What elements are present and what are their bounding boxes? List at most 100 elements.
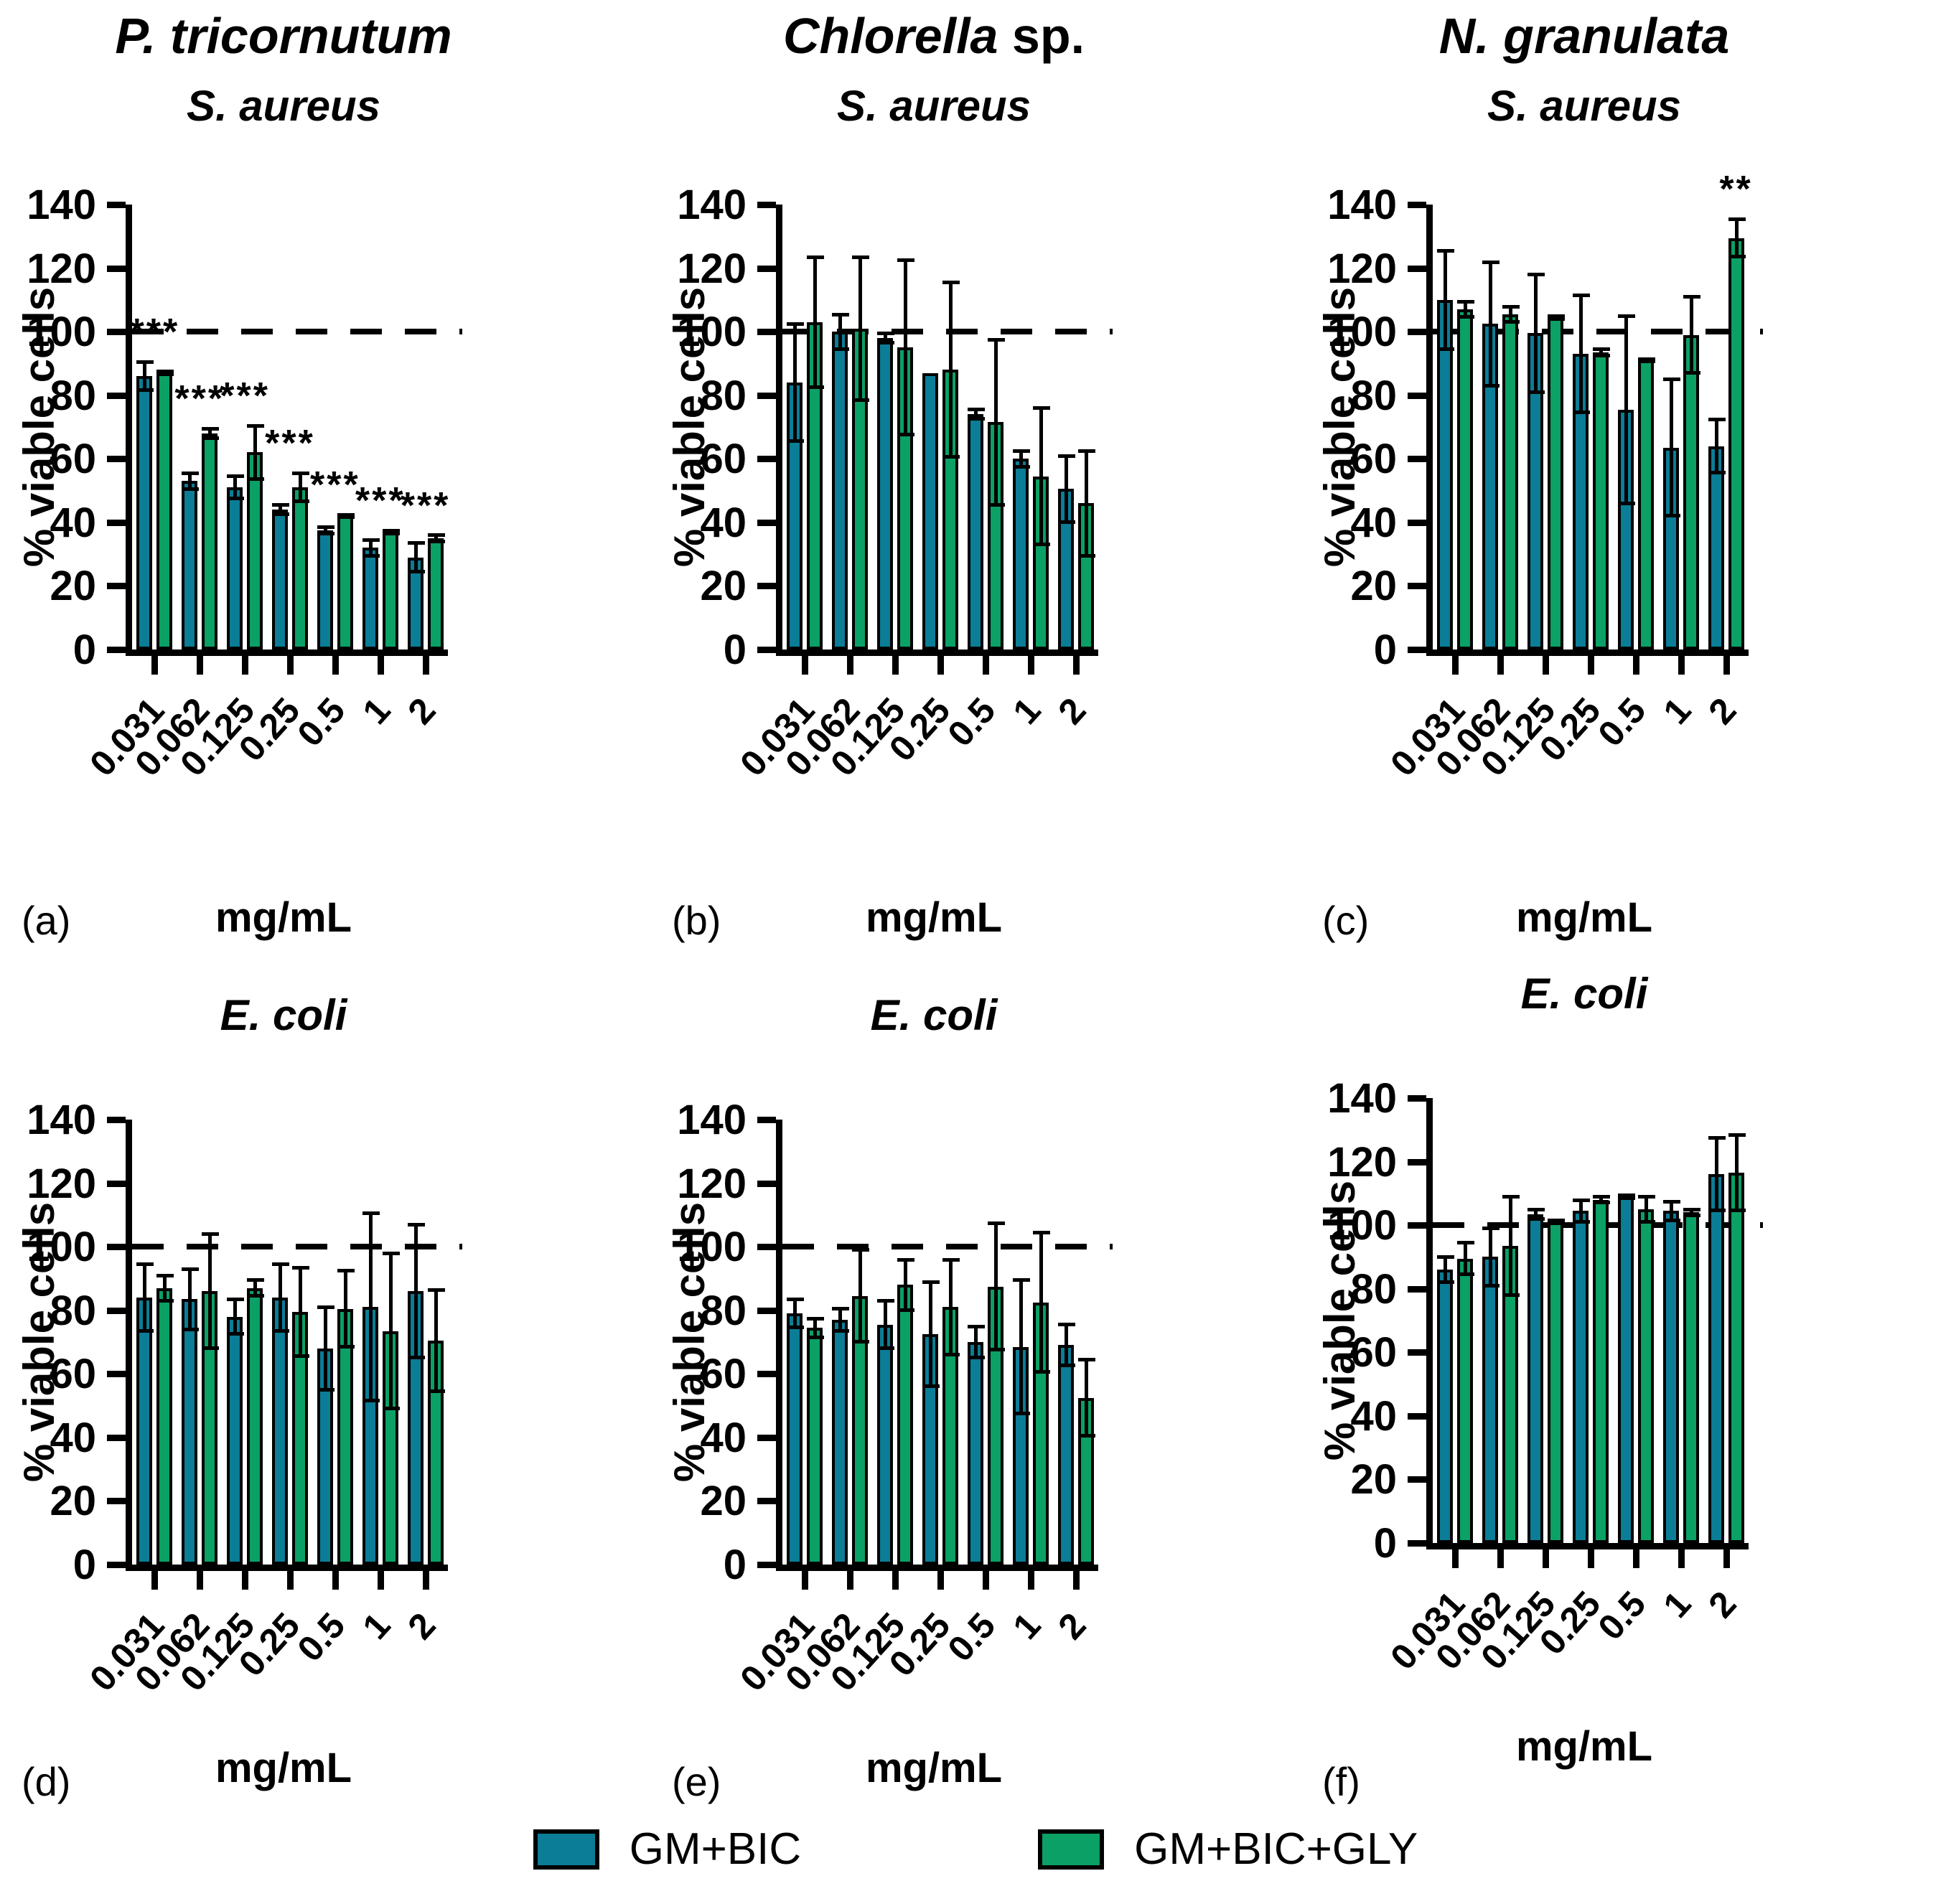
error-bar-cap-bottom [1057,520,1075,525]
panel-f: E. coli 0 20 40 60 80 100 120 140 0.031 0.062 0.125… [1301,955,1951,1802]
legend-item-gm-bic: GM+BIC [533,1826,801,1872]
error-bar-cap-bottom [1482,1283,1500,1288]
error-bar-cap-top [337,512,355,517]
error-bar [299,472,302,504]
bar-gm-bic-0.125 [877,1324,894,1565]
bar-gm-bic-0.5 [1617,1196,1634,1543]
significance-marker: *** [265,423,315,465]
bar-gm-bic-0.031 [1437,299,1454,649]
significance-marker: *** [129,311,180,354]
y-tick [107,1117,126,1123]
x-tick [1497,656,1505,675]
bar-gm-bic-gly-0.031 [807,1328,823,1565]
error-bar [143,1262,147,1333]
error-bar-cap-top [1573,294,1590,297]
y-tick [107,392,126,399]
error-bar-cap-top [877,332,895,336]
y-tick-label: 100 [677,309,747,356]
bar-gm-bic-gly-0.25 [1593,352,1609,649]
error-bar-cap-top [942,281,960,285]
significance-marker: *** [355,479,406,522]
error-bar [1579,294,1583,415]
panel-title-italic: Chlorella [782,8,998,64]
y-tick-label: 40 [50,499,96,546]
error-bar-cap-top [1437,249,1455,253]
error-bar [1084,449,1088,558]
y-axis-title: % viable cells [15,286,63,568]
error-bar [1464,1241,1468,1276]
error-bar-cap-bottom [247,477,265,482]
bar-gm-bic-gly-0.062 [202,433,218,649]
error-bar [143,360,147,393]
bar-gm-bic-0.062 [832,1320,848,1565]
bar-gm-bic-0.125 [1527,1214,1544,1543]
y-tick-label: 120 [1327,245,1397,292]
error-bar [1579,1198,1583,1224]
error-bar-cap-top [1502,1195,1520,1199]
bar-gm-bic-gly-0.5 [1637,360,1654,649]
error-bar-cap-top [136,360,154,364]
error-bar [973,408,978,421]
error-bar-cap-bottom [942,1352,960,1356]
error-bar-cap-top [1548,314,1566,318]
error-bar-cap-top [967,408,985,412]
error-bar-cap-top [1617,1193,1635,1197]
bar-gm-bic-gly-2 [1728,1173,1744,1543]
x-tick [982,656,989,675]
bar-gm-bic-gly-0.5 [1637,1209,1654,1543]
panel-title: N. granulata [1439,11,1730,61]
error-bar-cap-bottom [922,1384,940,1389]
error-bar-cap-bottom [1728,255,1746,259]
bar-gm-bic-0.062 [1482,1257,1499,1543]
bar-gm-bic-gly-0.125 [247,452,263,649]
error-bar [1599,347,1603,357]
error-bar-cap-top [832,312,850,316]
bar-gm-bic-gly-1 [382,532,398,649]
error-bar [904,258,908,437]
error-bar-cap-top [1457,299,1475,304]
error-bar [208,1232,212,1351]
x-tick [332,656,339,675]
error-bar-cap-bottom [897,1308,915,1312]
bar-gm-bic-gly-0.031 [1457,1258,1474,1543]
error-bar-cap-top [1708,1136,1726,1140]
bar-gm-bic-2 [1708,1174,1724,1543]
error-bar [1019,449,1023,469]
error-bar [884,1299,888,1351]
error-bar-cap-top [136,1262,154,1267]
error-bar-cap-bottom [832,347,850,351]
x-tick [422,656,429,675]
panel-b: Chlorella sp. S. aureus 0 20 40 60 80 100 120 140… [650,0,1301,955]
y-tick [1408,265,1426,272]
error-bar-cap-top [272,503,289,507]
y-tick [1408,1222,1426,1229]
x-axis-title: mg/mL [215,1745,352,1791]
y-tick-label: 40 [1350,499,1397,546]
error-bar-cap-top [807,1316,825,1321]
panel-subtitle: S. aureus [1487,82,1682,130]
y-tick [107,1307,126,1314]
error-bar [1599,1195,1603,1205]
error-bar-cap-bottom [156,1298,174,1303]
y-tick [107,647,126,653]
y-tick-label: 20 [1350,563,1397,610]
error-bar-cap-top [897,1257,915,1262]
error-bar [343,1269,347,1349]
error-bar-cap-top [1662,1199,1680,1204]
x-tick [1723,1549,1730,1568]
error-bar-cap-top [427,1288,445,1292]
error-bar-cap-top [1482,1227,1500,1231]
error-bar-cap-top [897,258,915,263]
error-bar-cap-bottom [787,1326,805,1330]
error-bar [413,541,418,573]
y-tick [107,1498,126,1505]
y-tick-label: 100 [27,1224,96,1271]
error-bar-cap-top [227,474,245,479]
y-axis-title: % viable cells [15,1201,63,1483]
error-bar-cap-top [1708,417,1726,421]
error-bar [1464,299,1468,319]
error-bar [813,255,818,389]
x-tick [1452,1549,1459,1568]
y-tick-label: 0 [1373,1520,1397,1567]
error-bar-cap-top [272,1262,289,1267]
